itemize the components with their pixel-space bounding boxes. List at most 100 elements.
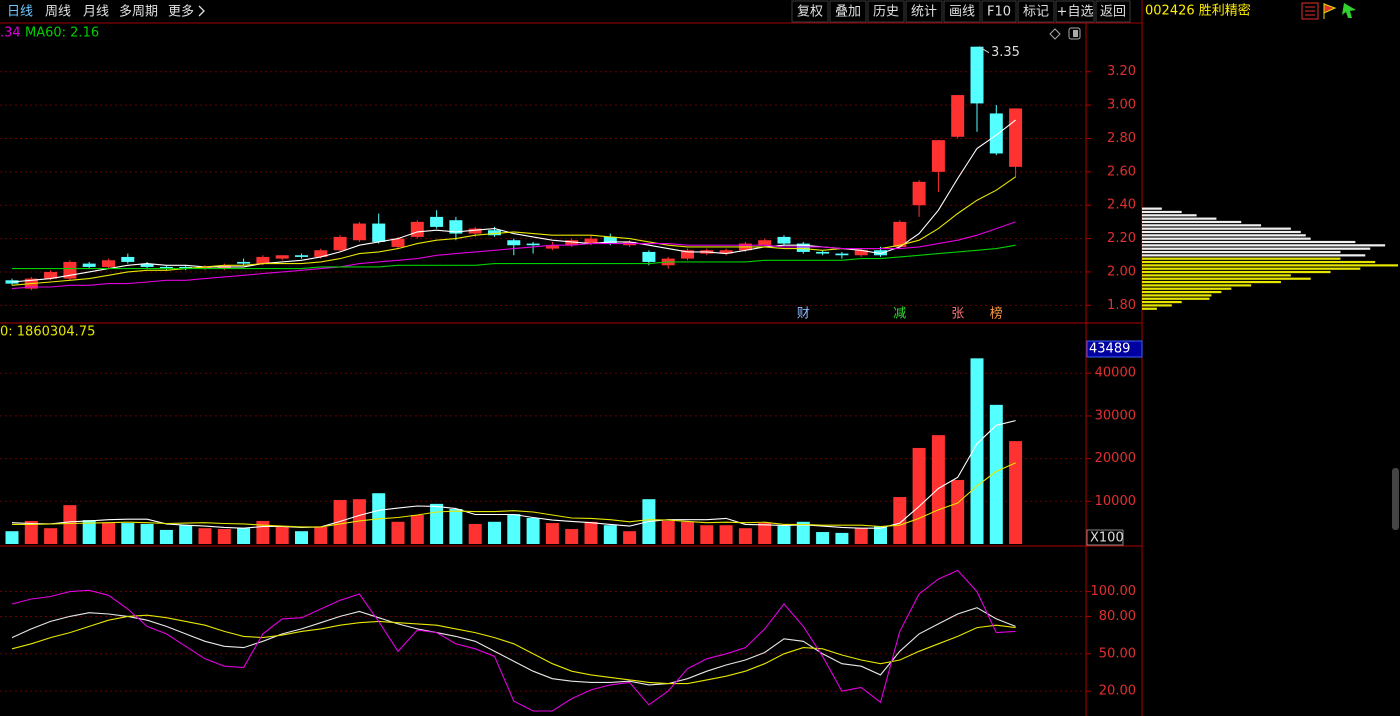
y-tick-label: 20000: [1095, 451, 1136, 466]
volume-bar: [526, 517, 540, 544]
candle-body: [333, 236, 347, 251]
period-tab[interactable]: 多周期: [119, 4, 158, 20]
unit-label: X100: [1090, 531, 1124, 546]
candle-body: [584, 238, 598, 244]
candle-body: [835, 253, 849, 256]
chip-bar: [1142, 254, 1366, 257]
flag-icon[interactable]: [1323, 3, 1337, 19]
event-marker[interactable]: 张: [951, 307, 964, 322]
toolbar-button[interactable]: [867, 0, 905, 23]
period-tab[interactable]: 月线: [83, 5, 109, 20]
period-tab[interactable]: 日线: [7, 5, 33, 20]
chip-bar: [1142, 274, 1291, 277]
candle-body: [44, 271, 58, 279]
chip-bar: [1142, 287, 1232, 290]
volume-bar: [1009, 441, 1023, 544]
period-tab[interactable]: 更多: [168, 4, 194, 20]
volume-bar: [140, 523, 154, 544]
toolbar-button-label[interactable]: +自选: [1057, 5, 1094, 20]
volume-bar: [816, 532, 830, 544]
chip-bar: [1142, 210, 1182, 214]
y-tick-label: 2.60: [1107, 164, 1136, 179]
toolbar-button-label[interactable]: 叠加: [835, 5, 861, 20]
volume-bar: [874, 526, 887, 544]
period-tab[interactable]: 周线: [45, 5, 71, 20]
volume-bar: [796, 521, 810, 544]
toolbar-button[interactable]: [1055, 0, 1095, 23]
candle-body: [545, 245, 559, 249]
chip-bar: [1142, 260, 1376, 264]
toolbar-button[interactable]: [981, 0, 1017, 23]
candle-body: [893, 221, 907, 247]
candle-body: [565, 240, 579, 246]
candle-body: [140, 263, 154, 267]
toolbar-button-label[interactable]: 返回: [1100, 5, 1126, 20]
candle-body: [970, 46, 984, 104]
volume-bar: [584, 521, 598, 544]
chip-bar: [1142, 284, 1252, 287]
volume-bar: [738, 528, 752, 544]
diamond-icon[interactable]: [1049, 28, 1061, 40]
volume-bar: [989, 404, 1003, 544]
chip-bar: [1142, 250, 1341, 254]
candle-body: [121, 256, 135, 262]
candle-body: [951, 95, 965, 137]
volume-bar: [623, 531, 637, 544]
volume-average: [12, 462, 1016, 528]
y-tick-label: 3.20: [1107, 64, 1136, 79]
y-tick-label: 50.00: [1099, 646, 1136, 661]
candle-body: [275, 255, 289, 259]
max-price-label: 3.35: [991, 45, 1020, 60]
volume-bar: [430, 503, 444, 544]
chip-bar: [1142, 290, 1222, 294]
ma-legend: MA60: 2.16: [25, 26, 99, 41]
volume-bar: [44, 528, 58, 544]
toolbar-button-label[interactable]: 历史: [873, 5, 899, 20]
candle-body: [777, 236, 791, 244]
cursor-icon[interactable]: [1342, 3, 1356, 18]
toolbar-button-label[interactable]: 标记: [1023, 5, 1049, 20]
more-chevron[interactable]: [198, 5, 205, 17]
volume-bar: [681, 521, 694, 544]
y-tick-label: 80.00: [1099, 609, 1136, 624]
chip-bar: [1142, 244, 1386, 247]
tool-icon[interactable]: [1301, 2, 1319, 20]
toolbar-button[interactable]: [791, 0, 829, 23]
event-marker[interactable]: 减: [893, 307, 906, 322]
moving-average: [11, 221, 1016, 290]
candle-body: [159, 266, 173, 269]
volume-bar: [449, 508, 463, 544]
event-marker[interactable]: 榜: [990, 306, 1003, 322]
candle-body: [989, 113, 1003, 154]
toolbar-button-label[interactable]: 复权: [797, 4, 823, 20]
toolbar-button-label[interactable]: 画线: [949, 5, 975, 20]
volume-bar: [391, 521, 405, 544]
y-tick-label: 10000: [1095, 494, 1136, 509]
toolbar-button[interactable]: [905, 0, 943, 23]
volume-bar: [835, 532, 849, 544]
chip-bar: [1142, 294, 1212, 297]
moving-average: [12, 244, 1016, 270]
toolbar-button-label[interactable]: 统计: [911, 5, 937, 20]
candle-body: [179, 266, 193, 269]
volume-bar: [237, 528, 251, 544]
toolbar-button[interactable]: [1017, 0, 1055, 23]
volume-bar: [314, 526, 328, 544]
candle-body: [488, 230, 501, 236]
toolbar-button-label[interactable]: F10: [987, 5, 1011, 20]
toolbar-button[interactable]: [829, 0, 867, 23]
event-marker[interactable]: 财: [797, 307, 810, 322]
candle-body: [816, 251, 830, 254]
volume-bar: [758, 523, 772, 544]
volume-bar: [24, 520, 38, 544]
chip-bar: [1142, 234, 1306, 237]
window-icon[interactable]: [1068, 27, 1081, 40]
candle-body: [256, 256, 270, 264]
toolbar-button[interactable]: [943, 0, 981, 23]
chip-bar: [1142, 247, 1371, 250]
candle-body: [642, 251, 656, 262]
scroll-handle[interactable]: [1392, 468, 1399, 530]
candle-body: [295, 255, 308, 257]
chip-bar: [1142, 264, 1399, 267]
toolbar-button[interactable]: [1095, 0, 1131, 23]
